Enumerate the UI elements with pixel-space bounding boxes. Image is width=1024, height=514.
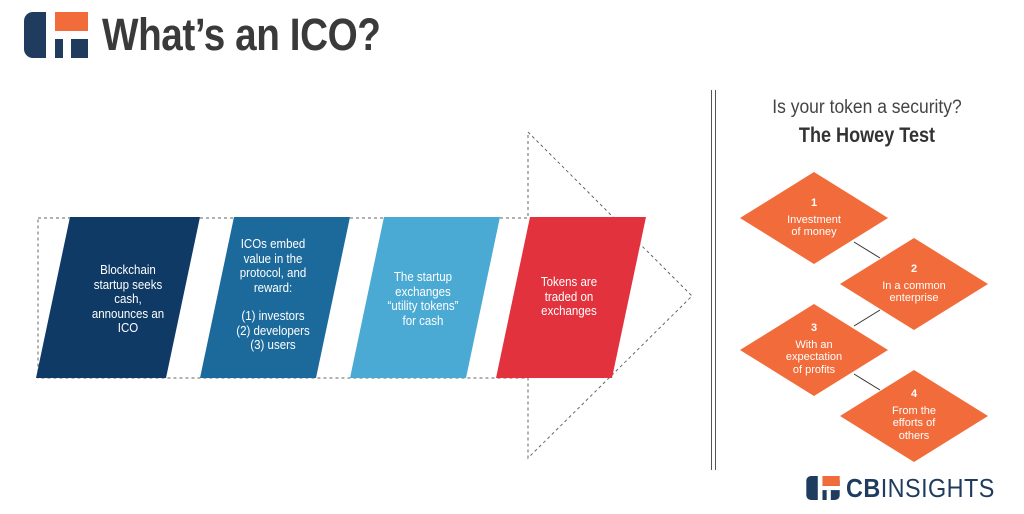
connector-1-2 [853,241,881,259]
step-2-text: ICOs embed value in the protocol, and rewar… [236,237,310,352]
criterion-3-diamond [740,304,888,396]
criterion-2-diamond [840,238,988,330]
step-1-shape [36,217,200,378]
connector-3-4 [853,373,881,391]
step-4-shape [496,217,646,378]
criterion-4-text: 4 From the efforts of others [891,388,936,442]
section-divider [711,90,716,470]
criterion-1-text: 1 Investment of money [787,197,841,238]
brand-wordmark: CBINSIGHTS [846,473,995,503]
connector-2-3 [853,309,881,327]
howey-title: The Howey Test [798,124,936,147]
criterion-2-text: 2 In a common enterprise [882,263,946,304]
page-title: What’s an ICO? [102,9,381,60]
step-4-text: Tokens are traded on exchanges [540,275,598,318]
cb-insights-brand: CBINSIGHTS [806,474,1011,502]
step-1-text: Blockchain startup seeks cash, announces an… [91,263,165,335]
criterion-4-diamond [840,370,988,462]
cb-logo-icon [24,12,88,58]
criterion-3-text: 3 With an expectation of profits [785,322,843,376]
cb-insights-logo-icon [806,476,840,500]
criterion-1-diamond [740,172,888,264]
step-3-shape [350,217,500,378]
step-3-text: The startup exchanges “utility tokens” for … [387,270,459,328]
step-2-shape [200,217,350,378]
howey-question: Is your token a security? [772,97,962,118]
